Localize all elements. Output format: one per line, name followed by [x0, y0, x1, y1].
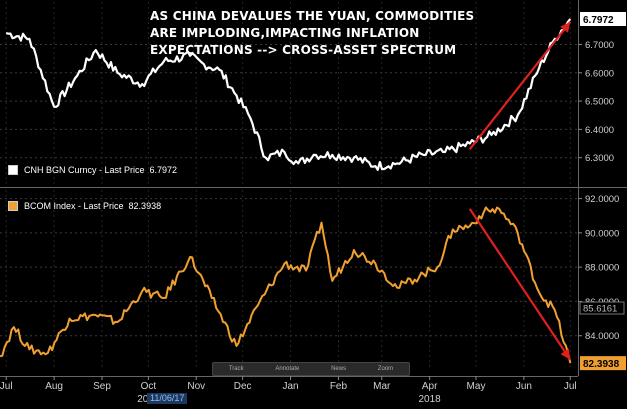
x-tick-label: Jul	[0, 381, 13, 392]
x-tick-label: Jan	[282, 381, 298, 392]
cnh-ytick-label: 6.5000	[585, 97, 614, 108]
bcom-trend-line	[468, 208, 572, 361]
x-tick-label: Sep	[93, 381, 111, 392]
cnh-ytick-label: 6.7000	[585, 40, 614, 51]
cnh-ytick-label: 6.3000	[585, 153, 614, 164]
legend-bcom-value: 82.3938	[128, 201, 162, 211]
bcom-series-line	[0, 206, 572, 364]
bcom-last-value-text: 82.3938	[583, 359, 620, 370]
bcom-ytick-label: 92.0000	[585, 194, 619, 205]
x-tick-label: Dec	[234, 381, 252, 392]
legend-cnh-label: CNH BGN Curncy - Last Price	[24, 165, 145, 175]
bcom-secondary-tag	[579, 301, 625, 315]
legend-bcom-label: BCOM Index - Last Price	[24, 201, 124, 211]
bcom-last-value-tag	[580, 356, 626, 371]
news-button[interactable]: News	[331, 366, 347, 372]
legend-bcom: BCOM Index - Last Price 82.3938	[8, 201, 161, 211]
x-tick-label: Feb	[330, 381, 348, 392]
x-tick-label: Mar	[373, 381, 391, 392]
legend-cnh: CNH BGN Curncy - Last Price 6.7972	[8, 165, 177, 175]
cnh-trend-arrowhead	[560, 21, 571, 33]
x-year-label: 2018	[419, 394, 442, 404]
headline-line-3: EXPECTATIONS --> CROSS-ASSET SPECTRUM	[150, 43, 457, 57]
legend-cnh-value: 6.7972	[149, 165, 178, 175]
headline-line-2: ARE IMPLODING,IMPACTING INFLATION	[150, 26, 420, 40]
cnh-last-value-text: 6.7972	[583, 15, 614, 26]
chart-toolbar: Track Annotate News Zoom	[212, 362, 410, 376]
legend-bcom-swatch	[8, 201, 18, 211]
x-tick-label: Apr	[422, 381, 438, 392]
zoom-button[interactable]: Zoom	[377, 366, 394, 372]
x-tick-label: Aug	[45, 381, 63, 392]
cnh-trend-line	[468, 21, 572, 150]
bcom-ytick-label: 90.0000	[585, 228, 619, 239]
track-button[interactable]: Track	[228, 366, 244, 372]
bcom-ytick-label: 88.0000	[585, 263, 619, 274]
x-tick-label: May	[467, 381, 486, 392]
date-marker[interactable]: 11/06/17	[147, 393, 188, 404]
bcom-trend-arrowhead	[560, 348, 571, 360]
cnh-ytick-label: 6.6000	[585, 68, 614, 79]
x-tick-label: Jun	[516, 381, 532, 392]
x-tick-label: Oct	[141, 381, 157, 392]
headline-line-1: AS CHINA DEVALUES THE YUAN, COMMODITIES	[150, 9, 475, 23]
bcom-ytick-label: 84.0000	[585, 331, 619, 342]
cnh-ytick-label: 6.4000	[585, 125, 614, 136]
annotate-button[interactable]: Annotate	[275, 366, 300, 372]
legend-cnh-swatch	[8, 165, 18, 175]
cnh-last-value-tag	[580, 11, 626, 26]
headline: AS CHINA DEVALUES THE YUAN, COMMODITIES …	[150, 8, 474, 59]
bcom-secondary-tag-text: 85.6161	[583, 304, 617, 315]
x-tick-label: Jul	[564, 381, 577, 392]
x-tick-label: Nov	[187, 381, 205, 392]
